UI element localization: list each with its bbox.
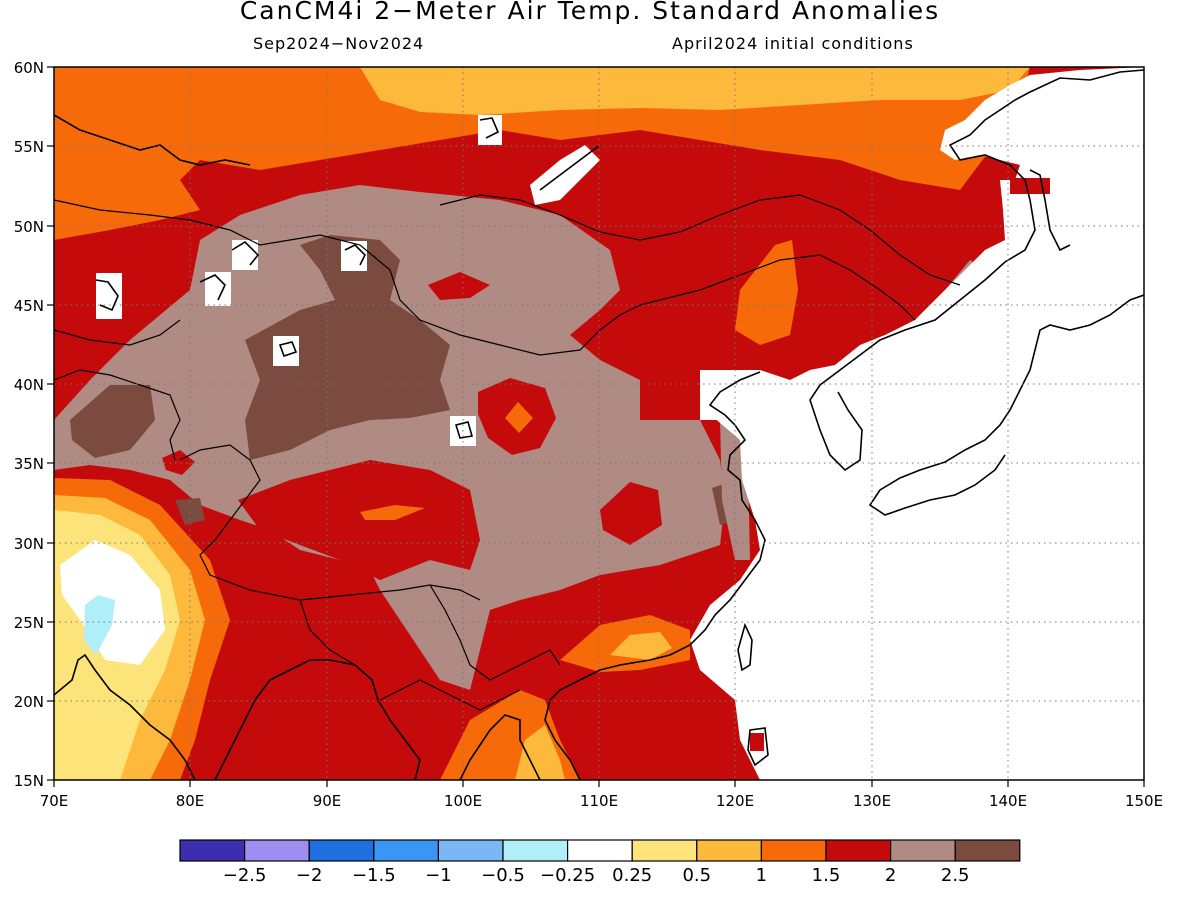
lat-tick-25n: 25N — [14, 614, 44, 632]
colorbar-swatch — [696, 839, 762, 862]
anomaly-band-0.5-1-southchina — [610, 632, 672, 660]
lat-tick-30n: 30N — [14, 535, 44, 553]
lon-tick-labels: 70E 80E 90E 100E 110E 120E 130E 140E 150… — [40, 792, 1163, 810]
lon-tick-90e: 90E — [313, 792, 342, 810]
lake-baikal-mask — [530, 145, 600, 205]
gridlines — [54, 67, 1144, 780]
lat-tick-60n: 60N — [14, 59, 44, 77]
borders — [54, 194, 961, 711]
anomaly-band-1-1.5-manchuria — [735, 240, 798, 345]
anomaly-band-1.5-2-patch-d — [428, 272, 490, 300]
initial-conditions: April2024 initial conditions — [672, 34, 914, 53]
colorbar-swatch — [566, 839, 633, 862]
kamchatka-anomaly — [1010, 178, 1050, 194]
lat-tick-40n: 40N — [14, 376, 44, 394]
colorbar-swatch — [437, 839, 504, 862]
colorbar-swatch — [825, 839, 892, 862]
anomaly-band-cool-india — [84, 595, 115, 655]
sea-mask-bohai — [700, 370, 760, 420]
lat-tick-45n: 45N — [14, 297, 44, 315]
lat-tick-35n: 35N — [14, 455, 44, 473]
map-title: CanCM4i 2−Meter Air Temp. Standard Anoma… — [239, 0, 941, 25]
colorbar-swatch — [179, 839, 246, 862]
anomaly-band-0.5-1-indochina — [515, 725, 565, 780]
anomaly-band-above-2.5-tarim — [245, 235, 450, 460]
anomaly-band-1-1.5-patch-g — [360, 505, 425, 520]
lon-tick-70e: 70E — [40, 792, 69, 810]
lat-tick-15n: 15N — [14, 772, 44, 790]
anomaly-band-above-2.5-west — [70, 385, 155, 458]
ocean-mask — [690, 67, 1144, 780]
lon-tick-130e: 130E — [853, 792, 891, 810]
lon-tick-140e: 140E — [989, 792, 1027, 810]
colorbar-label: −2.5 — [223, 865, 267, 886]
colorbar-swatch — [244, 839, 310, 862]
colorbar-swatch — [954, 839, 1021, 862]
colorbar-swatch — [373, 839, 439, 862]
anomaly-band-above-2.5-kz — [175, 498, 205, 525]
anomaly-field — [54, 67, 1144, 780]
colorbar-label: 2.5 — [941, 865, 970, 886]
lon-tick-120e: 120E — [716, 792, 754, 810]
anomaly-band-1-1.5-west — [54, 95, 250, 150]
lon-tick-150e: 150E — [1125, 792, 1163, 810]
lake-mask-d — [232, 240, 258, 270]
colorbar-label: −0.25 — [540, 865, 595, 886]
lat-tick-20n: 20N — [14, 693, 44, 711]
colorbar-label: 2 — [885, 865, 896, 886]
tick-marks — [47, 66, 1145, 787]
anomaly-band-1.5-2-patch-a — [238, 460, 480, 580]
colorbar-label: 1.5 — [812, 865, 841, 886]
anomaly-band-2-2.5 — [54, 185, 725, 690]
lat-tick-50n: 50N — [14, 218, 44, 236]
coastlines — [54, 69, 1144, 780]
colorbar-label: −0.5 — [481, 865, 525, 886]
colorbar-swatch — [760, 839, 827, 862]
lat-tick-55n: 55N — [14, 138, 44, 156]
taiwan-anomaly — [750, 733, 764, 751]
anomaly-band-1.5-2-patch-c — [600, 482, 662, 545]
colorbar-swatch — [502, 839, 569, 862]
luzon-anomaly — [740, 765, 750, 780]
colorbar-label: 0.5 — [682, 865, 711, 886]
colorbar-label: 0.25 — [612, 865, 652, 886]
colorbar-label: −1 — [425, 865, 452, 886]
anomaly-band-0.5-1-north — [360, 67, 1030, 115]
colorbar-label: −2 — [296, 865, 323, 886]
colorbar-swatch — [889, 839, 956, 862]
colorbar-swatch — [631, 839, 698, 862]
lon-tick-100e: 100E — [444, 792, 482, 810]
anomaly-band-1-1.5-patch-f — [505, 402, 533, 433]
lake-mask-f — [273, 336, 299, 366]
colorbar-swatch — [308, 839, 375, 862]
colorbar-label: 1 — [756, 865, 767, 886]
lon-tick-110e: 110E — [580, 792, 618, 810]
lat-tick-labels: 15N 20N 25N 30N 35N 40N 45N 50N 55N 60N — [14, 59, 44, 790]
lon-tick-80e: 80E — [176, 792, 205, 810]
colorbar: −2.5 −2 −1.5 −1 −0.5 −0.25 0.25 0.5 1 1.5 2 2.5 — [179, 839, 1021, 886]
forecast-period: Sep2024−Nov2024 — [253, 34, 425, 53]
anomaly-band-1-1.5-north — [54, 67, 1030, 240]
colorbar-label: −1.5 — [352, 865, 396, 886]
